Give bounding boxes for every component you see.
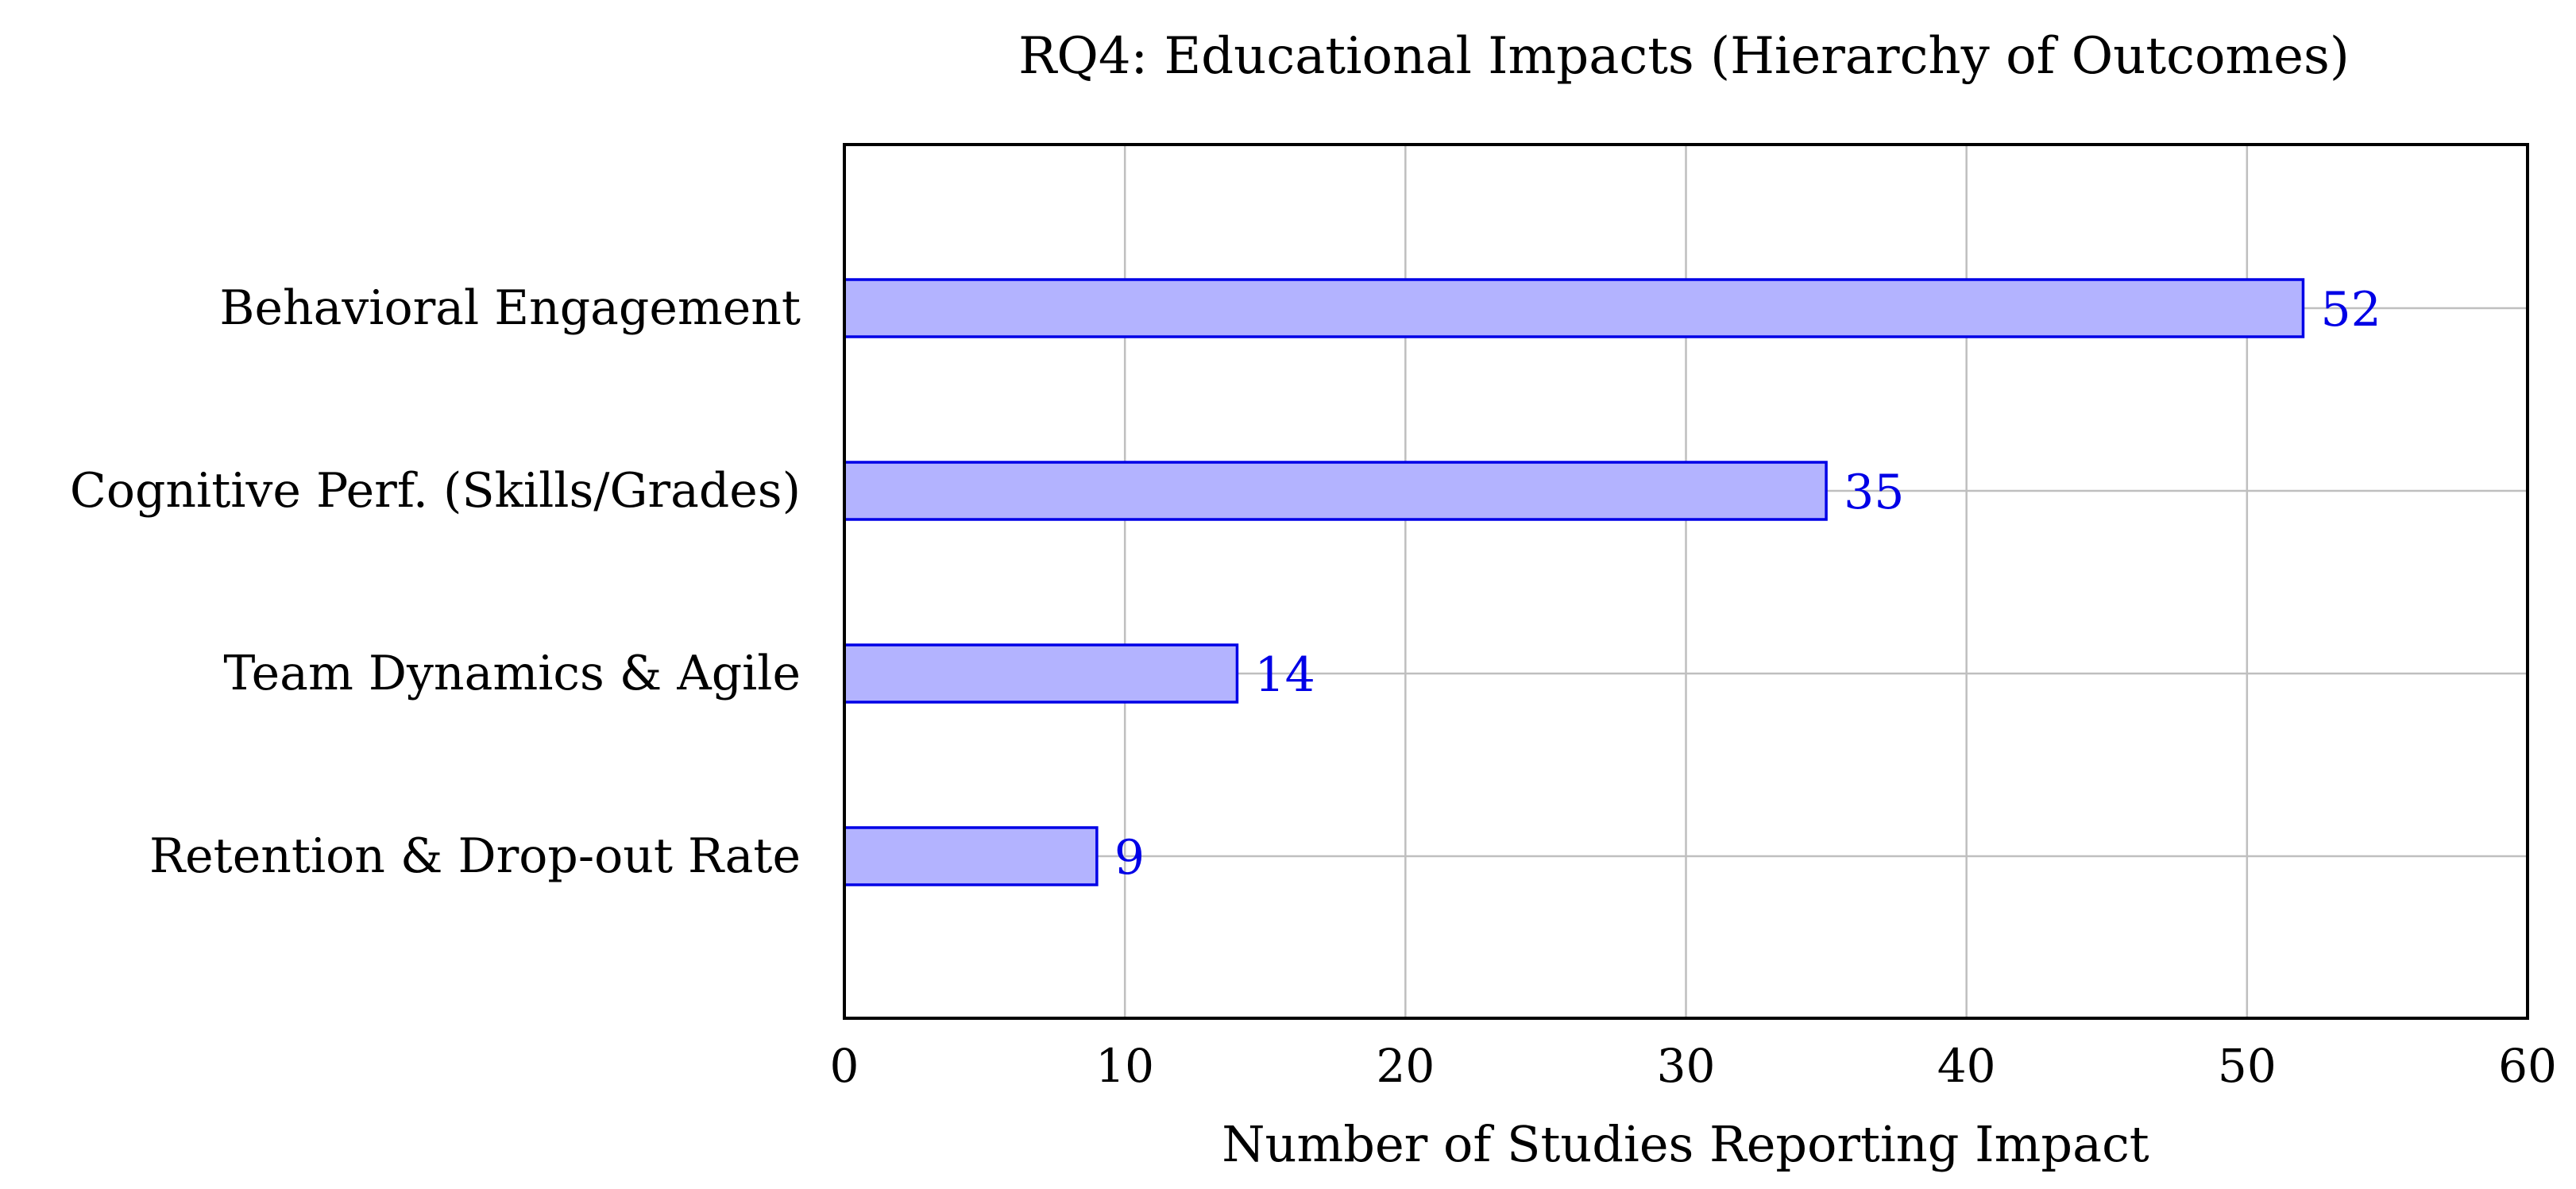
bar-2 <box>843 643 1239 704</box>
bar-3 <box>843 826 1099 886</box>
category-label-1: Cognitive Perf. (Skills/Grades) <box>70 463 801 519</box>
bar-0 <box>843 278 2305 338</box>
x-tick-label-0: 0 <box>830 1039 859 1093</box>
x-tick-label-10: 10 <box>1095 1039 1154 1093</box>
category-label-0: Behavioral Engagement <box>219 280 801 336</box>
value-label-0: 52 <box>2320 282 2381 338</box>
x-tick-label-60: 60 <box>2498 1039 2557 1093</box>
x-tick-label-30: 30 <box>1657 1039 1716 1093</box>
chart-title: RQ4: Educational Impacts (Hierarchy of O… <box>1018 27 2350 86</box>
x-tick-labels: 0 10 20 30 40 50 60 <box>830 1039 2557 1093</box>
x-axis-label: Number of Studies Reporting Impact <box>1222 1115 2149 1173</box>
x-tick-label-40: 40 <box>1937 1039 1996 1093</box>
x-tick-label-50: 50 <box>2218 1039 2277 1093</box>
category-labels: Behavioral Engagement Cognitive Perf. (Sk… <box>70 280 801 884</box>
category-label-2: Team Dynamics & Agile <box>223 646 801 701</box>
grid-lines <box>843 145 2529 1018</box>
plot-frame <box>843 143 2529 1020</box>
x-tick-label-20: 20 <box>1376 1039 1435 1093</box>
value-label-1: 35 <box>1844 465 1904 520</box>
value-label-2: 14 <box>1254 647 1315 703</box>
bar-1 <box>843 461 1828 521</box>
category-label-3: Retention & Drop-out Rate <box>149 828 801 884</box>
bars: 52 35 14 9 <box>843 278 2381 886</box>
value-label-3: 9 <box>1114 830 1145 886</box>
